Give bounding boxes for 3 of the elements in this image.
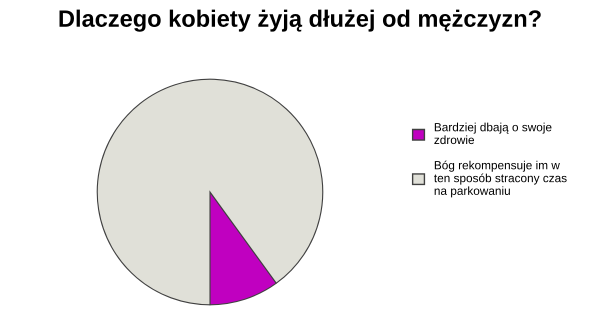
chart-title: Dlaczego kobiety żyją dłużej od mężczyzn? [60,10,541,32]
legend-label: Bóg rekompensuje im w ten sposób stracony czas na parkowaniu [434,160,567,198]
legend-label: Bardziej dbają o swoje zdrowie [434,122,552,144]
